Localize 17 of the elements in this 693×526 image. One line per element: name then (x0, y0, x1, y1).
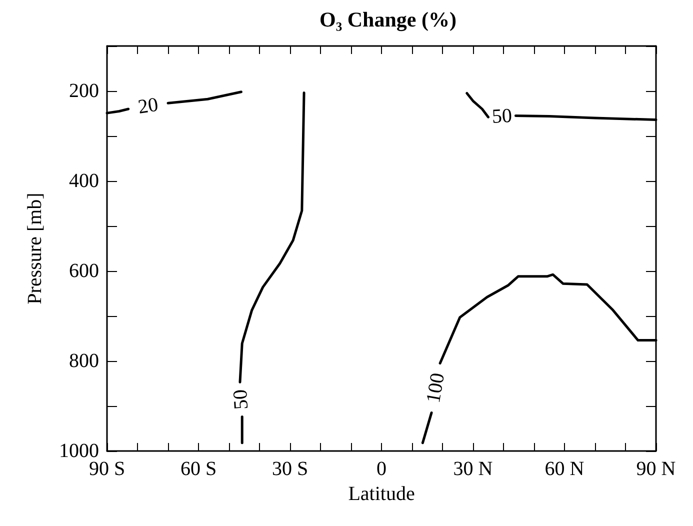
x-tick-label: 60 S (180, 458, 217, 480)
y-tick-label: 800 (69, 350, 99, 372)
x-axis-title: Latitude (348, 482, 415, 505)
annotation: 50 (491, 104, 512, 128)
x-tick-label: 90 N (636, 458, 676, 480)
x-tick-label: 0 (376, 458, 386, 480)
chart-title: O₃ Change (%) (320, 8, 456, 32)
y-tick-label: 200 (69, 80, 99, 102)
x-tick-label: 60 N (544, 458, 584, 480)
y-axis-title: Pressure [mb] (24, 192, 46, 304)
y-tick-label: 400 (69, 170, 99, 192)
y-tick-label: 600 (69, 260, 99, 282)
x-tick-label: 30 N (453, 458, 493, 480)
annotation: 100 (422, 371, 450, 405)
annotation: 20 (136, 94, 160, 118)
x-tick-label: 30 S (272, 458, 308, 480)
annotation: 50 (229, 388, 253, 410)
